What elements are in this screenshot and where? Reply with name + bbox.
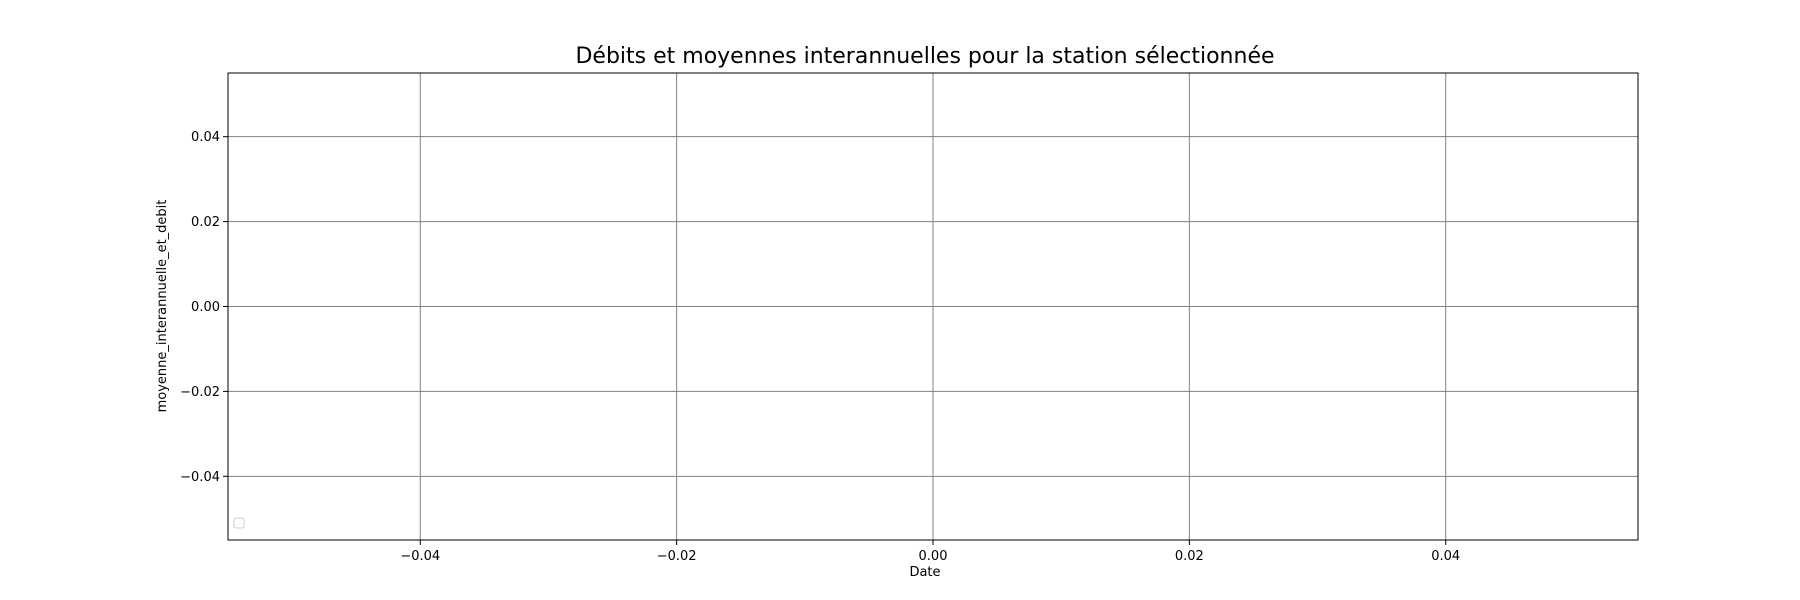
x-tick-label: −0.02 bbox=[657, 549, 697, 564]
x-axis-ticks: −0.04 −0.02 0.00 0.02 0.04 bbox=[400, 540, 1460, 564]
x-tick-label: 0.04 bbox=[1431, 549, 1460, 564]
y-tick-label: 0.04 bbox=[191, 130, 220, 145]
grid bbox=[228, 73, 1638, 540]
x-tick-label: −0.04 bbox=[400, 549, 440, 564]
y-axis-ticks: 0.04 0.02 0.00 −0.02 −0.04 bbox=[180, 130, 228, 485]
x-axis-label: Date bbox=[909, 565, 940, 580]
legend bbox=[233, 517, 245, 529]
y-tick-label: −0.02 bbox=[180, 385, 220, 400]
y-tick-label: 0.02 bbox=[191, 215, 220, 230]
x-tick-label: 0.02 bbox=[1175, 549, 1204, 564]
chart-title: Débits et moyennes interannuelles pour l… bbox=[575, 44, 1274, 69]
y-axis-label: moyenne_interannuelle_et_debit bbox=[155, 200, 170, 413]
y-tick-label: −0.04 bbox=[180, 470, 220, 485]
y-tick-label: 0.00 bbox=[191, 300, 220, 315]
x-tick-label: 0.00 bbox=[919, 549, 948, 564]
